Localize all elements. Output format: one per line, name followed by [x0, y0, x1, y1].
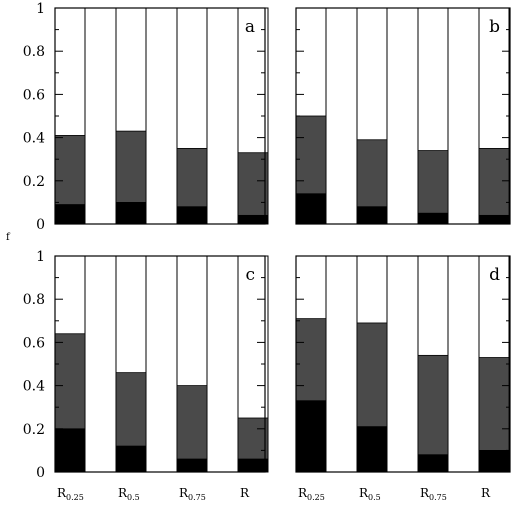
- panel-c-bar-1-gray: [54, 333, 86, 430]
- panel-c-bar-2-black: [116, 446, 146, 472]
- panel-a-ytick-label-5: 1: [36, 1, 45, 17]
- panel-c-bar-4-black: [238, 459, 268, 472]
- panel-a-bar-3-black: [177, 206, 207, 224]
- panel-a-bar-3-gray: [176, 147, 208, 208]
- panel-a-ytick-label-0: 0: [36, 217, 45, 233]
- panel-b-bar-3-gray: [417, 150, 449, 214]
- panel-b-bar-2-gray: [356, 139, 388, 208]
- panel-d-letter: d: [489, 265, 500, 285]
- panel-a-bar-1-gray: [54, 135, 86, 205]
- panel-a-letter: a: [245, 17, 255, 37]
- panel-c-ytick-label-4: 0.8: [23, 292, 45, 308]
- panel-a-bar-2-black: [116, 202, 146, 224]
- panel-b-bar-4-black: [479, 215, 509, 224]
- panel-c-frame: [54, 255, 266, 473]
- panel-d-bar-2-gray: [356, 322, 388, 428]
- panel-d-frame: [295, 255, 511, 473]
- panel-a-ytick-label-4: 0.8: [23, 44, 45, 60]
- panel-c-bar-3-gray: [176, 385, 208, 460]
- panel-d-bar-1-black: [296, 400, 326, 472]
- panel-d-bar-3-gray: [417, 354, 449, 456]
- panel-c-bar-4-gray: [237, 417, 269, 460]
- panel-c-letter: c: [245, 265, 255, 285]
- panel-d-bar-4-black: [479, 450, 509, 472]
- panel-d-xcat-3: R: [481, 486, 491, 500]
- panel-d-bar-2-black: [357, 426, 387, 472]
- panel-b-bar-4-gray: [478, 147, 510, 216]
- panel-c-xcat-2: R0.75: [179, 486, 206, 502]
- panel-d-xcat-0: R0.25: [298, 486, 325, 502]
- panel-c-ytick-label-1: 0.2: [23, 422, 45, 438]
- panel-c-ytick-label-5: 1: [36, 249, 45, 265]
- panel-c-ytick-label-0: 0: [36, 465, 45, 481]
- panel-a-bar-4-black: [238, 215, 268, 224]
- panel-d-bar-1-gray: [295, 318, 327, 402]
- panel-c-ytick-label-2: 0.4: [23, 379, 45, 395]
- panel-a-bar-2-gray: [115, 130, 147, 203]
- panel-a-bar-4-gray: [237, 152, 269, 216]
- panel-b-bar-1-black: [296, 193, 326, 224]
- panel-c-bar-3-black: [177, 459, 207, 472]
- y-axis-label: f: [6, 232, 11, 243]
- panel-a-bar-1-black: [55, 204, 85, 224]
- panel-d-bar-3-black: [418, 454, 448, 472]
- panel-c-bar-2-gray: [115, 372, 147, 447]
- panel-a-ytick-label-2: 0.4: [23, 131, 45, 147]
- panel-b-bar-1-gray: [295, 115, 327, 195]
- panel-b-bar-3-black: [418, 213, 448, 224]
- panel-a-ytick-label-1: 0.2: [23, 174, 45, 190]
- panel-d-xcat-1: R0.5: [359, 486, 381, 502]
- panel-d-xcat-2: R0.75: [420, 486, 447, 502]
- panel-d-bar-4-gray: [478, 357, 510, 451]
- panel-c-ytick-label-3: 0.6: [23, 335, 45, 351]
- panel-a-ytick-label-3: 0.6: [23, 87, 45, 103]
- panel-c-xcat-1: R0.5: [118, 486, 140, 502]
- panel-a-frame: [54, 7, 266, 225]
- panel-b-bar-2-black: [357, 206, 387, 224]
- panel-b-letter: b: [489, 17, 500, 37]
- panel-b-frame: [295, 7, 511, 225]
- panel-c-xcat-3: R: [240, 486, 250, 500]
- panel-c-bar-1-black: [55, 428, 85, 472]
- panel-c-xcat-0: R0.25: [57, 486, 84, 502]
